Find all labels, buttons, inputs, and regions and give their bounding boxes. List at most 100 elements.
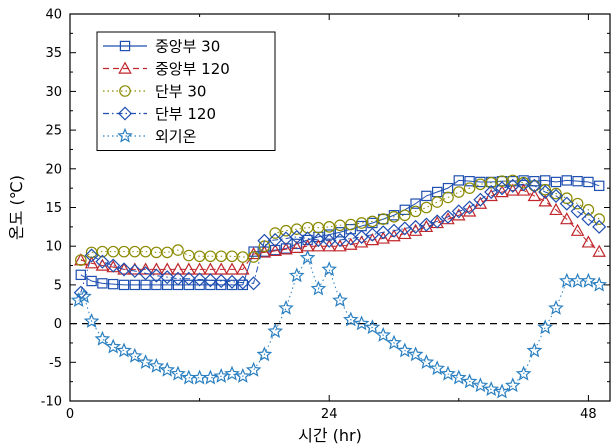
data-point	[343, 231, 358, 246]
data-point	[234, 367, 251, 383]
y-tick-label: 0	[54, 317, 62, 332]
legend-item: 중앙부 30	[103, 38, 220, 56]
data-point	[583, 176, 594, 188]
data-point	[593, 213, 605, 225]
data-point	[561, 175, 573, 186]
data-point	[236, 262, 250, 275]
legend-item: 외기온	[103, 128, 196, 146]
data-point	[106, 258, 121, 273]
data-point	[268, 232, 283, 248]
data-point	[161, 246, 173, 259]
data-point	[376, 231, 390, 244]
data-point	[192, 272, 207, 287]
data-point	[129, 245, 141, 258]
data-point	[172, 244, 184, 256]
data-point	[462, 200, 477, 215]
data-point	[257, 245, 272, 258]
data-point	[344, 218, 357, 231]
data-point	[214, 262, 228, 275]
data-point	[375, 326, 392, 342]
data-point	[278, 299, 294, 315]
data-point	[191, 369, 208, 385]
data-point	[409, 205, 422, 218]
data-point	[538, 184, 553, 200]
data-point	[226, 279, 238, 291]
data-point	[162, 279, 173, 291]
data-point	[224, 274, 240, 289]
data-point	[203, 273, 218, 288]
series-1	[75, 175, 605, 291]
data-point	[269, 227, 281, 239]
data-point	[528, 180, 541, 192]
data-point	[397, 221, 412, 236]
data-point	[311, 239, 326, 252]
data-point	[181, 271, 196, 286]
data-point	[107, 278, 119, 290]
legend-label: 중앙부 120	[155, 60, 230, 78]
data-point	[388, 210, 400, 223]
y-tick-label: 30	[45, 85, 62, 100]
data-point	[420, 201, 433, 214]
data-point	[410, 198, 421, 209]
data-point	[431, 196, 443, 208]
x-tick-label: 24	[321, 407, 338, 422]
legend-item: 단부 120	[103, 105, 216, 123]
data-point	[539, 183, 551, 196]
data-point	[538, 194, 552, 207]
legend-marker	[119, 85, 131, 97]
data-point	[84, 248, 99, 263]
data-point	[473, 192, 488, 207]
data-point	[463, 182, 476, 194]
legend-label: 단부 120	[155, 105, 216, 123]
data-point	[591, 276, 608, 292]
data-point	[504, 377, 521, 393]
data-point	[160, 270, 175, 285]
data-point	[301, 221, 314, 234]
data-point	[430, 214, 445, 229]
data-point	[451, 204, 466, 219]
data-point	[322, 233, 337, 248]
data-point	[549, 202, 563, 216]
data-point	[205, 279, 216, 291]
x-tick-label: 0	[66, 407, 74, 422]
data-point	[453, 175, 465, 186]
data-point	[342, 311, 359, 327]
data-point	[148, 357, 165, 373]
data-point	[464, 175, 475, 187]
data-point	[118, 279, 130, 291]
legend-label: 중앙부 30	[155, 38, 220, 56]
data-point	[324, 229, 335, 240]
y-axis-title: 온도 (℃)	[7, 175, 26, 240]
data-point	[126, 347, 143, 363]
data-point	[203, 262, 218, 275]
data-point	[225, 262, 239, 275]
y-tick-label: 35	[45, 46, 62, 61]
data-point	[310, 280, 327, 296]
data-point	[559, 196, 574, 211]
data-point	[354, 235, 369, 248]
series-5	[70, 249, 608, 399]
data-point	[171, 262, 185, 275]
data-point	[366, 215, 379, 228]
data-point	[548, 188, 564, 203]
data-point	[548, 299, 564, 315]
x-tick-label: 48	[580, 407, 597, 422]
data-point	[474, 178, 487, 191]
data-point	[581, 235, 596, 248]
legend-label: 단부 30	[155, 83, 206, 101]
data-point	[527, 188, 542, 202]
data-point	[355, 217, 368, 229]
data-point	[180, 369, 197, 385]
data-point	[129, 279, 140, 291]
data-point	[332, 232, 348, 248]
data-point	[440, 365, 456, 381]
data-point	[560, 212, 574, 225]
legend: 중앙부 30 중앙부 120 단부 30 단부 120 외기온	[96, 31, 276, 151]
data-point	[116, 342, 132, 358]
data-point	[580, 272, 597, 288]
legend-marker	[118, 61, 132, 74]
data-point	[421, 190, 432, 202]
data-point	[332, 292, 348, 308]
data-point	[526, 342, 543, 358]
data-point	[418, 354, 435, 369]
